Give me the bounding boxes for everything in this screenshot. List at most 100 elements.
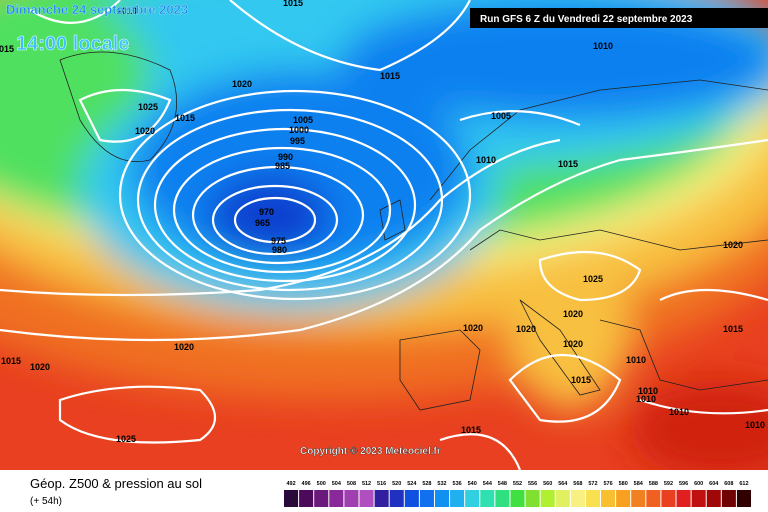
scale-label: 596 [679, 481, 688, 487]
scale-label: 492 [286, 481, 295, 487]
color-swatch [374, 490, 389, 507]
scale-label: 544 [483, 481, 493, 487]
color-swatch [344, 490, 359, 507]
color-swatch [525, 490, 540, 507]
isobar-label: 1020 [30, 362, 50, 372]
scale-label: 580 [619, 481, 628, 487]
colorbar: 492 496 500 504 508 512 516 520 524 528 532 536 540 5… [284, 481, 751, 507]
isobar-label: 1025 [138, 102, 158, 112]
scale-label: 552 [513, 481, 522, 487]
isobar-label: 1015 [1, 356, 21, 366]
color-swatch [329, 490, 344, 507]
color-swatch [389, 490, 404, 507]
scale-label: 608 [724, 481, 733, 487]
isobar-label: 1015 [558, 159, 578, 169]
isobar-label: 1020 [463, 323, 483, 333]
isobar-label: 1010 [117, 6, 137, 16]
map: 1010 1015 1015 1020 1015 1010 1025 1015 1020 1005… [0, 0, 768, 470]
scale-label: 572 [588, 481, 597, 487]
scale-label: 548 [498, 481, 507, 487]
isobar-label: 1015 [283, 0, 303, 8]
isobar-label: 970 [259, 207, 274, 217]
isobar-label: 985 [275, 161, 290, 171]
isobar-label: 1010 [638, 386, 658, 396]
color-swatch [434, 490, 450, 507]
color-swatch [540, 490, 555, 507]
isobar-label: 1010 [669, 407, 689, 417]
color-swatch [736, 490, 751, 507]
scale-label: 528 [422, 481, 431, 487]
color-swatch [570, 490, 585, 507]
scale-label: 576 [603, 481, 612, 487]
isobar-labels: 1010 1015 1015 1020 1015 1010 1025 1015 1020 1005… [0, 0, 765, 444]
color-swatch [691, 490, 706, 507]
color-swatch [450, 490, 465, 507]
scale-label: 508 [347, 481, 356, 487]
isobar-label: 1015 [723, 324, 743, 334]
isobar-label: 990 [278, 152, 293, 162]
isobar-label: 1010 [593, 41, 613, 51]
isobar-label: 965 [255, 218, 270, 228]
forecast-date: Dimanche 24 septembre 2023 [6, 2, 188, 17]
scale-label: 524 [407, 481, 417, 487]
color-swatch [676, 490, 691, 507]
isobar-label: 995 [290, 136, 305, 146]
scale-label: 560 [543, 481, 552, 487]
isobar-label: 1005 [293, 115, 313, 125]
color-swatch [314, 490, 329, 507]
color-swatch [601, 490, 616, 507]
isobar-label: 1020 [723, 240, 743, 250]
color-swatch [284, 490, 299, 507]
scale-label: 532 [437, 481, 446, 487]
isobar-label: 1010 [476, 155, 496, 165]
isobar-label: 1010 [626, 355, 646, 365]
legend-title: Géop. Z500 & pression au sol [30, 476, 202, 491]
isobar-label: 1015 [380, 71, 400, 81]
scale-label: 556 [528, 481, 537, 487]
scale-label: 500 [317, 481, 326, 487]
color-swatch [510, 490, 525, 507]
scale-label: 536 [453, 481, 462, 487]
scale-label: 568 [573, 481, 582, 487]
isobar-label: 1015 [461, 425, 481, 435]
lead-time: (+ 54h) [30, 496, 62, 507]
color-swatch [419, 490, 434, 507]
isobar-label: 1000 [289, 125, 309, 135]
color-swatch [661, 490, 676, 507]
scale-label: 592 [664, 481, 673, 487]
isobar-label: 1010 [745, 420, 765, 430]
scale-label: 584 [634, 481, 644, 487]
isobar-label: 1025 [116, 434, 136, 444]
color-swatch [404, 490, 419, 507]
color-swatch [616, 490, 631, 507]
coastlines [59, 51, 768, 411]
color-swatch [631, 490, 646, 507]
color-swatch [465, 490, 480, 507]
color-swatch [646, 490, 661, 507]
isobars [0, 0, 768, 470]
isobar-label: 1020 [563, 309, 583, 319]
isobar-label: 1025 [583, 274, 603, 284]
color-swatch [299, 490, 314, 507]
scale-label: 600 [694, 481, 703, 487]
color-swatch [495, 490, 510, 507]
color-swatch [585, 490, 601, 507]
scale-label: 604 [709, 481, 719, 487]
isobar-label: 1020 [516, 324, 536, 334]
isobar-label: 975 [271, 236, 286, 246]
isobar-label: 1020 [232, 79, 252, 89]
run-info: Run GFS 6 Z du Vendredi 22 septembre 202… [480, 14, 693, 25]
isobar-label: 1015 [175, 113, 195, 123]
isobar-label: 1020 [135, 126, 155, 136]
color-swatch [555, 490, 570, 507]
scale-label: 588 [649, 481, 658, 487]
scale-label: 520 [392, 481, 401, 487]
color-swatch [359, 490, 374, 507]
scale-label: 516 [377, 481, 386, 487]
copyright: Copyright © 2023 Meteociel.fr [300, 446, 441, 457]
isobar-label: 1020 [174, 342, 194, 352]
scale-label: 504 [332, 481, 342, 487]
isobar-label: 1005 [491, 111, 511, 121]
isobar-label: 1015 [571, 375, 591, 385]
